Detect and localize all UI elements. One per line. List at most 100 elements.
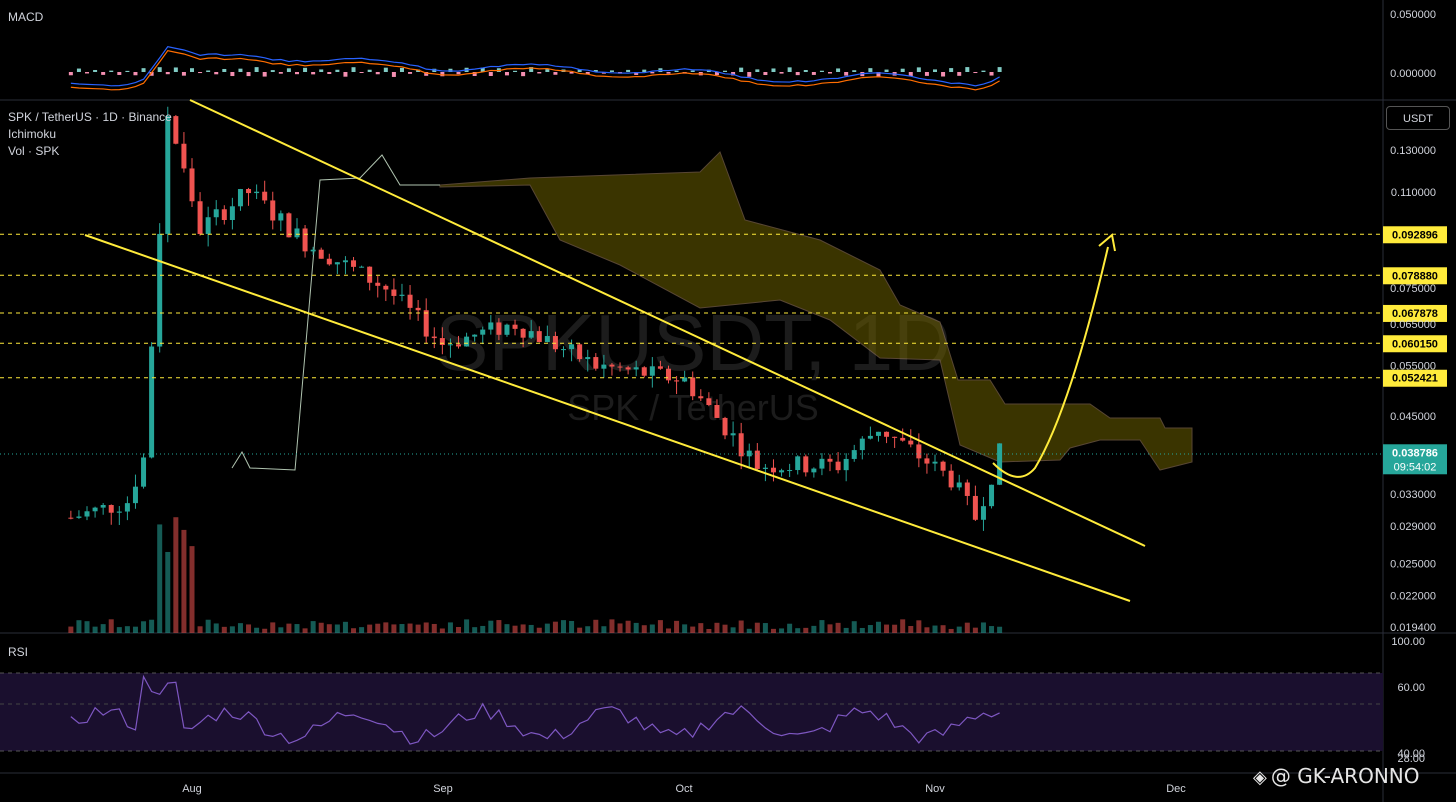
macd-histogram-bar (480, 67, 485, 72)
rsi-axis-tick: 28.00 (1397, 753, 1425, 765)
candle-body (132, 486, 138, 504)
macd-histogram-bar (303, 67, 308, 72)
macd-histogram-bar (941, 72, 946, 77)
volume-bar (875, 621, 881, 633)
price-axis-tick: 0.045000 (1390, 411, 1436, 423)
volume-bar (149, 619, 155, 633)
ichimoku-cloud (439, 151, 1193, 471)
price-level-value: 0.092896 (1392, 229, 1438, 241)
macd-histogram-bar (504, 72, 509, 76)
candle-body (407, 294, 413, 308)
macd-histogram-bar (819, 70, 824, 72)
volume-bar (585, 626, 591, 633)
volume-bar (480, 625, 486, 633)
macd-histogram-bar (270, 70, 275, 72)
volume-bar (633, 622, 639, 633)
volume-bar (423, 622, 429, 633)
candle-body (375, 282, 381, 286)
candle-body (649, 366, 655, 376)
candle-body (980, 506, 986, 520)
volume-bar (351, 628, 357, 633)
macd-axis-tick: 0.050000 (1390, 9, 1436, 21)
macd-histogram-bar (852, 70, 857, 72)
candle-body (221, 209, 227, 221)
volume-bar (924, 627, 930, 633)
macd-histogram-bar (238, 68, 243, 72)
macd-histogram-bar (884, 69, 889, 72)
candle-body (544, 336, 550, 342)
macd-histogram-bar (569, 72, 574, 74)
candle-body (940, 461, 946, 471)
candle-body (246, 189, 252, 194)
volume-bar (859, 627, 865, 633)
candle-body (351, 260, 357, 267)
macd-histogram-bar (133, 72, 138, 76)
volume-bar (254, 627, 260, 633)
volume-bar (698, 623, 704, 633)
rsi-axis-tick: 60.00 (1397, 682, 1425, 694)
candle-body (391, 289, 397, 296)
candle-body (302, 228, 308, 252)
candle-body (722, 417, 728, 436)
macd-histogram-bar (399, 67, 404, 72)
candle-body (633, 367, 639, 370)
candle-body (641, 367, 647, 376)
volume-bar (811, 625, 817, 633)
candle-body (827, 458, 833, 462)
macd-histogram-bar (787, 67, 792, 72)
macd-histogram-bar (989, 72, 994, 76)
macd-histogram-bar (521, 72, 526, 77)
macd-histogram-bar (650, 72, 655, 74)
candle-body (803, 456, 809, 473)
candle-body (859, 438, 865, 451)
candle-body (690, 377, 696, 397)
candle-body (488, 322, 494, 330)
macd-histogram-bar (779, 72, 784, 74)
candle-body (504, 324, 510, 335)
ichimoku-lagging-span (231, 154, 440, 471)
volume-bar (367, 624, 373, 633)
candle-body (875, 431, 881, 436)
candle-body (561, 349, 566, 351)
candle-body (552, 336, 558, 350)
volume-label: Vol · SPK (8, 144, 60, 158)
macd-histogram-bar (367, 69, 372, 72)
volume-bar (92, 626, 98, 633)
upper-trend-line (189, 99, 1146, 547)
candle-body (399, 294, 405, 296)
candle-body (173, 116, 179, 144)
volume-bar (601, 626, 607, 633)
volume-bar (916, 620, 922, 633)
volume-bar (439, 628, 445, 633)
volume-bar (124, 626, 130, 633)
volume-bar (383, 622, 389, 633)
macd-histogram-bar (351, 67, 356, 72)
volume-bar (609, 619, 615, 633)
volume-bar (738, 620, 744, 633)
macd-histogram-bar (529, 67, 534, 72)
price-level-tag (1383, 369, 1447, 387)
author-handle: ◈ @ GK-ARONNO (1253, 764, 1419, 788)
candle-body (278, 213, 284, 221)
volume-bar (504, 624, 510, 633)
candle-body (237, 189, 243, 207)
macd-histogram-bar (76, 68, 81, 72)
candle-body (262, 191, 268, 201)
macd-histogram-bar (553, 72, 558, 75)
macd-histogram-bar (311, 72, 316, 75)
price-axis-tick: 0.075000 (1390, 283, 1436, 295)
volume-bar (956, 626, 962, 633)
macd-histogram-bar (327, 72, 332, 74)
volume-bar (310, 621, 316, 633)
volume-bar (100, 624, 106, 633)
macd-histogram-bar (828, 72, 833, 74)
macd-histogram-bar (125, 70, 130, 72)
volume-bar (714, 622, 720, 633)
candle-body (189, 168, 195, 202)
candle-body (480, 329, 486, 335)
currency-button[interactable]: USDT (1386, 106, 1450, 130)
price-axis-tick: 0.055000 (1390, 361, 1436, 373)
volume-bar (593, 619, 599, 633)
candle-body (181, 143, 187, 169)
